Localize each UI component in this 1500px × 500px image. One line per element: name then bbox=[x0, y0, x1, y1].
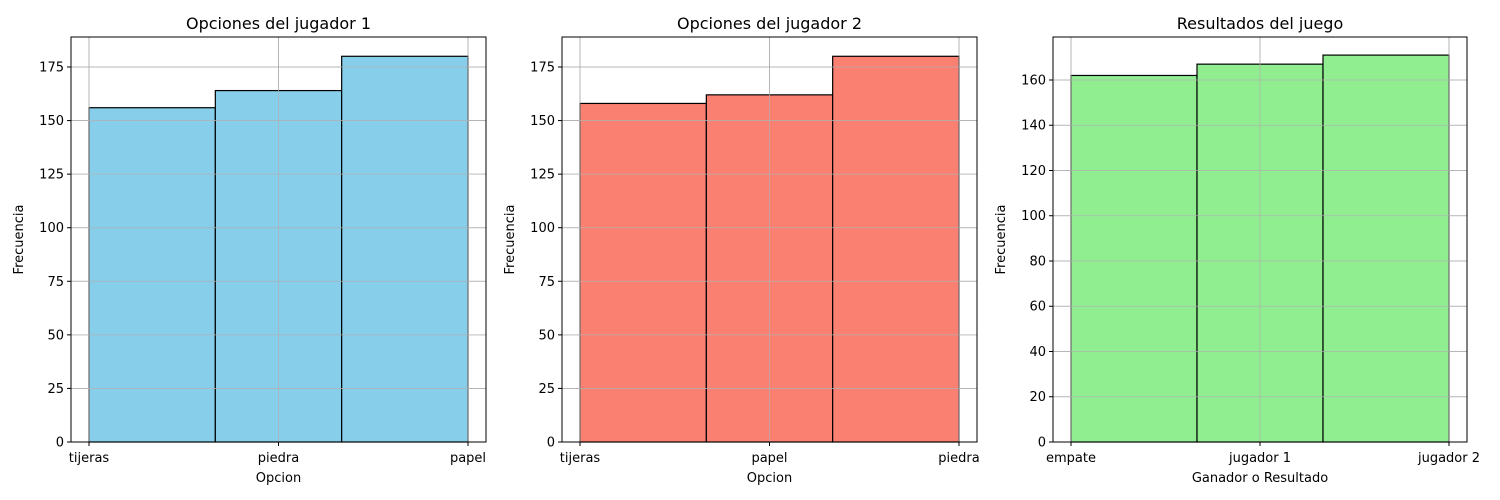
bar-tijeras bbox=[88, 107, 216, 443]
y-tick-label: 150 bbox=[39, 114, 64, 129]
y-tick-label: 175 bbox=[39, 61, 64, 76]
y-tick-label: 125 bbox=[39, 168, 64, 183]
y-axis-label: Frecuencia bbox=[12, 205, 27, 275]
chart-panel-1: 0 25 50 75 100 125 150 175 tijeras piedra papel Opc… bbox=[12, 14, 487, 486]
x-tick-label: tijeras bbox=[560, 451, 601, 466]
x-tick-label: piedra bbox=[938, 451, 979, 466]
y-tick-label: 50 bbox=[47, 328, 64, 343]
y-tick-label: 100 bbox=[530, 221, 555, 236]
x-tick-label: papel bbox=[751, 451, 787, 466]
x-axis-label: Opcion bbox=[256, 471, 301, 486]
y-tick-label: 125 bbox=[530, 168, 555, 183]
bar-jugador-2 bbox=[1322, 54, 1450, 443]
y-tick-label: 140 bbox=[1021, 119, 1046, 134]
y-tick-label: 80 bbox=[1029, 254, 1046, 269]
x-axis-label: Opcion bbox=[747, 471, 792, 486]
y-tick-label: 75 bbox=[538, 275, 555, 290]
chart-title: Opciones del jugador 2 bbox=[677, 14, 862, 33]
bar-empate bbox=[1070, 74, 1198, 443]
y-tick-label: 100 bbox=[39, 221, 64, 236]
x-tick-label: jugador 1 bbox=[1228, 451, 1291, 466]
y-axis-label: Frecuencia bbox=[503, 205, 518, 275]
x-axis-label: Ganador o Resultado bbox=[1192, 471, 1328, 486]
y-tick-label: 150 bbox=[530, 114, 555, 129]
y-tick-label: 175 bbox=[530, 61, 555, 76]
chart-panel-3: 0 20 40 60 80 100 120 140 160 empate jugador 1 juga… bbox=[994, 14, 1480, 486]
chart-title: Opciones del jugador 1 bbox=[186, 14, 371, 33]
x-tick-label: papel bbox=[450, 451, 486, 466]
x-tick-label: tijeras bbox=[69, 451, 110, 466]
bar-piedra bbox=[832, 55, 960, 443]
y-tick-label: 75 bbox=[47, 275, 64, 290]
y-tick-label: 50 bbox=[538, 328, 555, 343]
x-tick-label: empate bbox=[1046, 451, 1096, 466]
y-tick-label: 0 bbox=[547, 436, 555, 451]
bar-tijeras bbox=[579, 102, 707, 443]
y-tick-label: 100 bbox=[1021, 209, 1046, 224]
x-tick-label: piedra bbox=[258, 451, 299, 466]
y-tick-label: 0 bbox=[1038, 436, 1046, 451]
y-tick-label: 120 bbox=[1021, 164, 1046, 179]
y-tick-label: 160 bbox=[1021, 73, 1046, 88]
y-tick-label: 60 bbox=[1029, 300, 1046, 315]
y-axis-label: Frecuencia bbox=[994, 205, 1009, 275]
y-tick-label: 25 bbox=[47, 382, 64, 397]
x-tick-label: jugador 2 bbox=[1417, 451, 1480, 466]
y-tick-label: 0 bbox=[56, 436, 64, 451]
y-tick-label: 40 bbox=[1029, 345, 1046, 360]
y-tick-label: 20 bbox=[1029, 390, 1046, 405]
bar-papel bbox=[341, 55, 469, 443]
y-tick-label: 25 bbox=[538, 382, 555, 397]
chart-title: Resultados del juego bbox=[1177, 14, 1344, 33]
chart-panel-2: 0 25 50 75 100 125 150 175 tijeras papel piedra Opc… bbox=[503, 14, 980, 486]
